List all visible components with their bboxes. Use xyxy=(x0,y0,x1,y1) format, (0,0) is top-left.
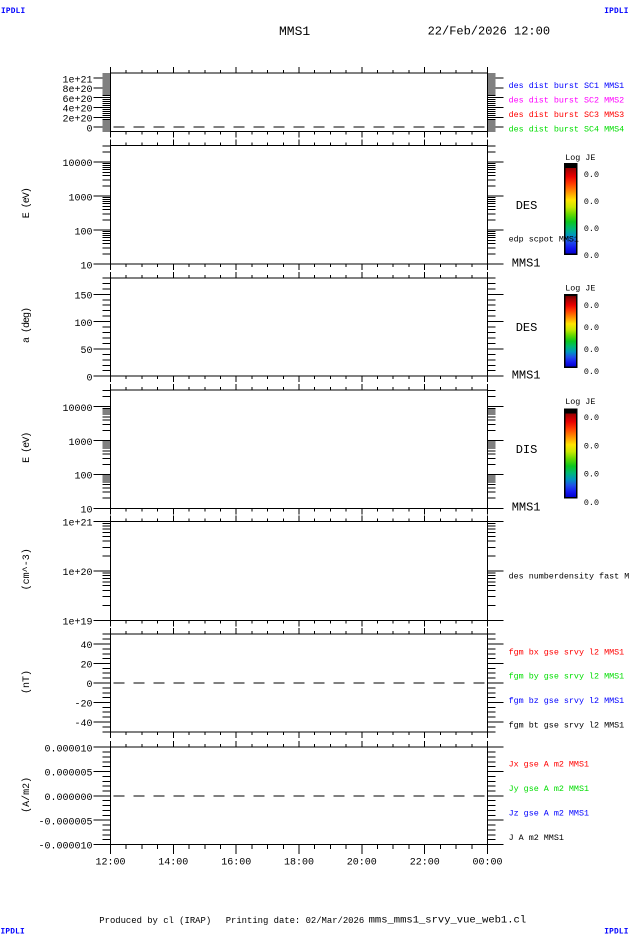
svg-text:0.000005: 0.000005 xyxy=(44,769,92,780)
svg-text:0.0: 0.0 xyxy=(584,345,599,355)
svg-text:150: 150 xyxy=(74,292,92,303)
svg-text:1000: 1000 xyxy=(68,438,92,449)
svg-text:4e+20: 4e+20 xyxy=(62,105,92,116)
svg-text:0.0: 0.0 xyxy=(584,323,599,333)
svg-text:10000: 10000 xyxy=(62,159,92,170)
svg-text:0.0: 0.0 xyxy=(584,197,599,207)
svg-text:MMS1: MMS1 xyxy=(512,369,541,383)
svg-text:1e+21: 1e+21 xyxy=(62,75,92,86)
svg-text:22/Feb/2026 12:00: 22/Feb/2026 12:00 xyxy=(428,25,550,39)
svg-text:J A m2 MMS1: J A m2 MMS1 xyxy=(509,833,564,843)
svg-text:20: 20 xyxy=(80,661,92,672)
svg-text:18:00: 18:00 xyxy=(284,858,314,869)
svg-text:0: 0 xyxy=(86,680,92,691)
svg-text:fgm bz gse srvy l2 MMS1: fgm bz gse srvy l2 MMS1 xyxy=(509,696,625,706)
svg-text:IPDLI: IPDLI xyxy=(604,8,629,16)
svg-text:fgm by gse srvy l2 MMS1: fgm by gse srvy l2 MMS1 xyxy=(509,672,625,682)
svg-text:-0.000005: -0.000005 xyxy=(38,817,92,828)
svg-text:fgm bt gse srvy l2 MMS1: fgm bt gse srvy l2 MMS1 xyxy=(509,721,625,731)
svg-text:20:00: 20:00 xyxy=(347,858,377,869)
svg-text:-40: -40 xyxy=(74,719,92,730)
svg-text:0: 0 xyxy=(86,124,92,135)
svg-text:0.0: 0.0 xyxy=(584,251,599,261)
svg-text:00:00: 00:00 xyxy=(472,858,502,869)
svg-text:Jx gse A m2 MMS1: Jx gse A m2 MMS1 xyxy=(509,759,589,769)
svg-text:0.0: 0.0 xyxy=(584,170,599,180)
svg-text:1e+19: 1e+19 xyxy=(62,618,92,629)
svg-text:fgm bx gse srvy l2 MMS1: fgm bx gse srvy l2 MMS1 xyxy=(509,647,625,657)
svg-text:0.0: 0.0 xyxy=(584,470,599,480)
svg-text:MMS1: MMS1 xyxy=(279,24,310,39)
svg-text:0.000010: 0.000010 xyxy=(44,744,92,755)
svg-text:50: 50 xyxy=(80,346,92,357)
svg-text:16:00: 16:00 xyxy=(221,858,251,869)
svg-text:1e+21: 1e+21 xyxy=(62,519,92,530)
svg-text:MMS1: MMS1 xyxy=(512,257,541,271)
svg-text:0.0: 0.0 xyxy=(584,224,599,234)
svg-text:100: 100 xyxy=(74,319,92,330)
svg-text:edp scpot MMS1: edp scpot MMS1 xyxy=(509,234,579,244)
svg-text:100: 100 xyxy=(74,227,92,238)
svg-text:(nT): (nT) xyxy=(21,670,33,694)
svg-text:IPDLI: IPDLI xyxy=(1,929,26,934)
svg-text:6e+20: 6e+20 xyxy=(62,95,92,106)
svg-text:Jz gse A m2 MMS1: Jz gse A m2 MMS1 xyxy=(509,809,589,819)
svg-text:mms_mms1_srvy_vue_web1.cl: mms_mms1_srvy_vue_web1.cl xyxy=(369,915,527,927)
svg-text:des dist burst SC2 MMS2: des dist burst SC2 MMS2 xyxy=(509,96,625,106)
svg-text:0.0: 0.0 xyxy=(584,367,599,377)
svg-text:a (deg): a (deg) xyxy=(21,308,33,343)
svg-text:Log JE: Log JE xyxy=(565,153,595,163)
svg-text:E (eV): E (eV) xyxy=(21,188,33,218)
svg-text:40: 40 xyxy=(80,641,92,652)
svg-text:10000: 10000 xyxy=(62,404,92,415)
svg-text:Log JE: Log JE xyxy=(565,397,595,407)
svg-text:0.0: 0.0 xyxy=(584,301,599,311)
svg-text:E (eV): E (eV) xyxy=(21,433,33,463)
svg-text:10: 10 xyxy=(80,261,92,272)
svg-text:0.000000: 0.000000 xyxy=(44,793,92,804)
svg-text:Log JE: Log JE xyxy=(565,284,595,294)
svg-text:(cm^-3): (cm^-3) xyxy=(21,548,33,590)
svg-text:MMS1: MMS1 xyxy=(512,501,541,515)
svg-text:DIS: DIS xyxy=(516,443,538,457)
svg-text:1e+20: 1e+20 xyxy=(62,568,92,579)
svg-text:Printing date: 02/Mar/2026: Printing date: 02/Mar/2026 xyxy=(226,916,364,926)
svg-text:IPDLI: IPDLI xyxy=(1,8,26,16)
svg-text:2e+20: 2e+20 xyxy=(62,115,92,126)
svg-text:12:00: 12:00 xyxy=(95,858,125,869)
svg-text:Jy gse A m2 MMS1: Jy gse A m2 MMS1 xyxy=(509,784,589,794)
svg-text:8e+20: 8e+20 xyxy=(62,85,92,96)
svg-text:0: 0 xyxy=(86,373,92,384)
svg-text:0.0: 0.0 xyxy=(584,498,599,508)
svg-text:-0.000010: -0.000010 xyxy=(38,842,92,853)
svg-text:IPDLI: IPDLI xyxy=(604,929,629,934)
svg-text:0.0: 0.0 xyxy=(584,441,599,451)
svg-text:(A/m2): (A/m2) xyxy=(21,777,33,813)
svg-text:DES: DES xyxy=(516,199,538,213)
svg-text:-20: -20 xyxy=(74,700,92,711)
svg-text:des dist burst SC4 MMS4: des dist burst SC4 MMS4 xyxy=(509,125,625,135)
svg-text:22:00: 22:00 xyxy=(410,858,440,869)
svg-text:100: 100 xyxy=(74,472,92,483)
svg-text:14:00: 14:00 xyxy=(158,858,188,869)
svg-text:1000: 1000 xyxy=(68,193,92,204)
svg-text:0.0: 0.0 xyxy=(584,413,599,423)
svg-text:des dist burst SC3 MMS3: des dist burst SC3 MMS3 xyxy=(509,110,625,120)
svg-text:Produced by cl (IRAP): Produced by cl (IRAP) xyxy=(99,916,211,926)
svg-text:10: 10 xyxy=(80,506,92,517)
svg-text:des numberdensity fast M: des numberdensity fast M xyxy=(509,572,630,582)
svg-text:DES: DES xyxy=(516,321,538,335)
svg-text:des dist burst SC1 MMS1: des dist burst SC1 MMS1 xyxy=(509,81,625,91)
